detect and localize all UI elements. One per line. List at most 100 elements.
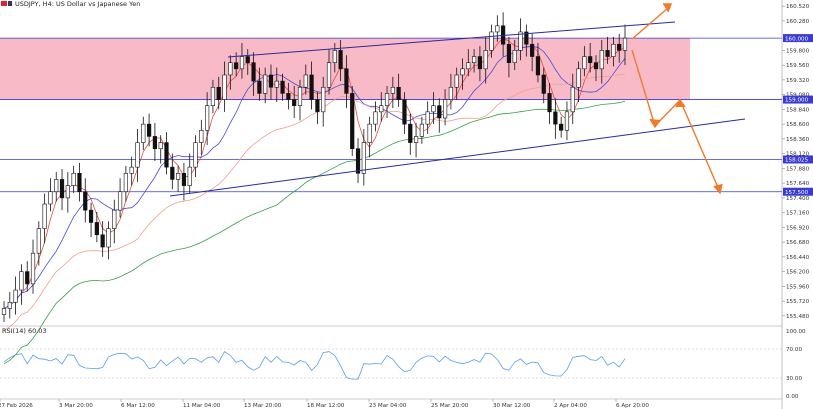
time-tick-1: 3 Mar 20:00: [59, 403, 93, 409]
price-tick-20: 155.480: [786, 314, 810, 320]
candle-body-23: [135, 142, 140, 168]
candle-body-56: [326, 62, 332, 88]
time-tick-5: 18 Mar 12:00: [307, 403, 345, 409]
chart-title: USDJPY, H4: US Dollar vs Japanese Yen: [15, 0, 140, 8]
candle-body-79: [460, 68, 465, 76]
symbol-flag-icon: [1, 1, 7, 6]
candle-body-96: [559, 123, 564, 131]
rsi-level-100: 100.00: [786, 329, 806, 335]
candle-body-85: [495, 25, 500, 33]
candle-body-14: [83, 191, 88, 211]
candle-body-54: [315, 99, 320, 113]
candle-body-22: [129, 166, 134, 174]
price-tick-17: 156.200: [786, 270, 810, 276]
candle-body-34: [199, 129, 204, 143]
candle-body-106: [617, 43, 622, 51]
level-tag-1: [783, 95, 813, 104]
candle-body-73: [425, 111, 430, 125]
candle-body-102: [593, 62, 599, 70]
candle-body-87: [506, 43, 512, 63]
candle-body-21: [123, 172, 128, 193]
candle-body-74: [431, 105, 436, 113]
candle-body-36: [210, 86, 216, 106]
candle-body-18: [106, 228, 111, 248]
time-tick-2: 6 Mar 12:00: [121, 403, 155, 409]
price-tick-3: 159.560: [786, 63, 810, 69]
timeframe-icon: [8, 1, 12, 6]
candle-body-7: [42, 203, 47, 229]
candle-body-94: [547, 93, 552, 113]
candle-body-91: [530, 43, 535, 57]
candle-body-90: [524, 31, 529, 45]
candle-body-42: [245, 56, 250, 63]
candle-body-4: [25, 271, 30, 285]
candle-body-16: [94, 222, 99, 236]
candle-body-49: [286, 93, 291, 100]
candle-body-33: [193, 142, 198, 168]
price-tick-4: 159.320: [786, 78, 810, 84]
time-tick-9: 2 Apr 04:00: [554, 403, 587, 409]
candle-body-43: [251, 62, 256, 82]
level-label-2: 158.025: [785, 158, 809, 164]
candle-body-81: [472, 56, 477, 63]
candle-body-41: [239, 56, 245, 70]
rsi-line: [3, 351, 626, 380]
candle-body-84: [489, 31, 494, 51]
projection-down-arrow: [631, 49, 721, 193]
candle-body-3: [19, 271, 24, 291]
price-tick-18: 155.960: [786, 284, 810, 290]
level-label-3: 157.500: [785, 190, 809, 196]
candle-body-97: [564, 111, 570, 131]
candle-body-44: [257, 80, 262, 94]
candle-body-82: [477, 56, 483, 70]
candle-body-46: [268, 74, 274, 88]
candle-body-63: [367, 123, 372, 143]
candle-body-50: [292, 99, 297, 106]
candle-body-83: [483, 50, 488, 70]
candle-body-100: [582, 56, 587, 70]
candle-body-19: [112, 209, 117, 229]
candle-body-104: [605, 50, 610, 57]
candle-body-62: [361, 142, 366, 174]
candle-body-51: [297, 86, 303, 106]
candle-body-11: [65, 185, 70, 199]
rsi-level-30: 30.00: [786, 376, 802, 382]
candle-body-15: [88, 209, 94, 223]
time-tick-7: 25 Mar 20:00: [431, 403, 469, 409]
candle-body-37: [216, 86, 221, 100]
candle-body-52: [303, 74, 308, 88]
candle-body-58: [338, 50, 343, 70]
candle-body-35: [205, 105, 210, 131]
price-tick-6: 158.840: [786, 107, 810, 113]
candle-body-78: [454, 74, 459, 88]
level-label-0: 160.000: [785, 36, 809, 42]
candle-body-29: [170, 166, 175, 180]
candle-body-48: [280, 80, 285, 94]
candle-body-61: [355, 148, 361, 174]
candle-body-59: [344, 68, 349, 94]
candle-body-103: [599, 50, 604, 70]
rsi-level-0: 0.00: [786, 394, 799, 400]
candle-body-107: [622, 37, 628, 51]
candle-body-26: [152, 136, 157, 150]
candle-body-30: [176, 172, 181, 180]
candle-body-69: [402, 99, 407, 125]
candle-body-40: [234, 62, 239, 70]
candle-body-98: [570, 86, 575, 113]
candle-body-105: [611, 43, 616, 57]
price-tick-2: 159.800: [786, 48, 810, 54]
channel-lower-line[interactable]: [169, 118, 746, 197]
candle-body-27: [158, 142, 163, 150]
candle-body-5: [30, 252, 36, 285]
candle-body-93: [541, 74, 546, 94]
candle-body-92: [535, 56, 541, 76]
candle-body-8: [48, 191, 53, 205]
candle-body-12: [71, 172, 76, 186]
channel-upper-line[interactable]: [227, 21, 676, 58]
candle-body-24: [141, 123, 146, 143]
candle-body-75: [437, 105, 442, 119]
candle-body-45: [263, 74, 268, 94]
candle-body-68: [396, 86, 401, 100]
candle-body-10: [59, 179, 65, 199]
